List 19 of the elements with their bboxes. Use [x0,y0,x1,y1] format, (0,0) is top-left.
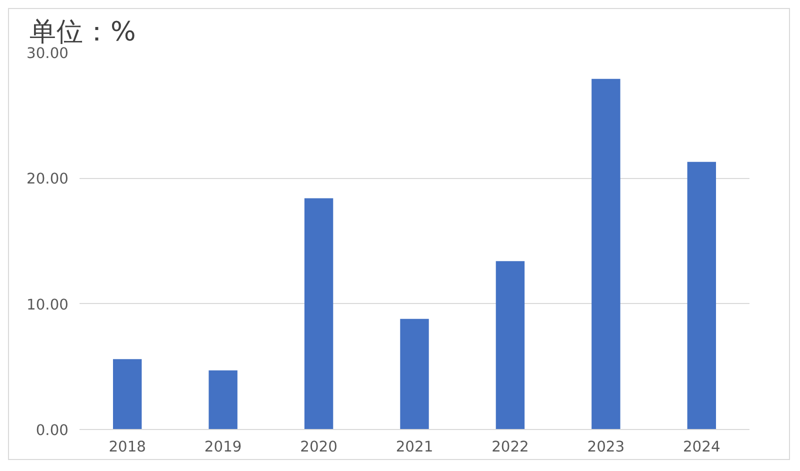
x-tick-label: 2018 [108,438,146,456]
x-tick-label: 2024 [682,438,720,456]
bar [208,370,238,430]
x-tick-label: 2022 [492,438,529,456]
chart-title: 单位：% [30,16,136,48]
y-tick-label: 10.00 [26,296,69,314]
bar [400,318,429,430]
bar [304,198,334,430]
x-tick-label: 2023 [587,438,625,456]
x-tick-label: 2021 [396,438,434,456]
bar [496,261,525,430]
bar [113,359,142,430]
y-tick-label: 0.00 [36,422,69,439]
bar [687,162,716,430]
x-tick-label: 2020 [300,438,338,456]
bar [592,78,620,430]
y-tick-label: 30.00 [26,45,69,62]
y-tick-label: 20.00 [26,170,69,188]
x-tick-label: 2019 [204,438,242,456]
